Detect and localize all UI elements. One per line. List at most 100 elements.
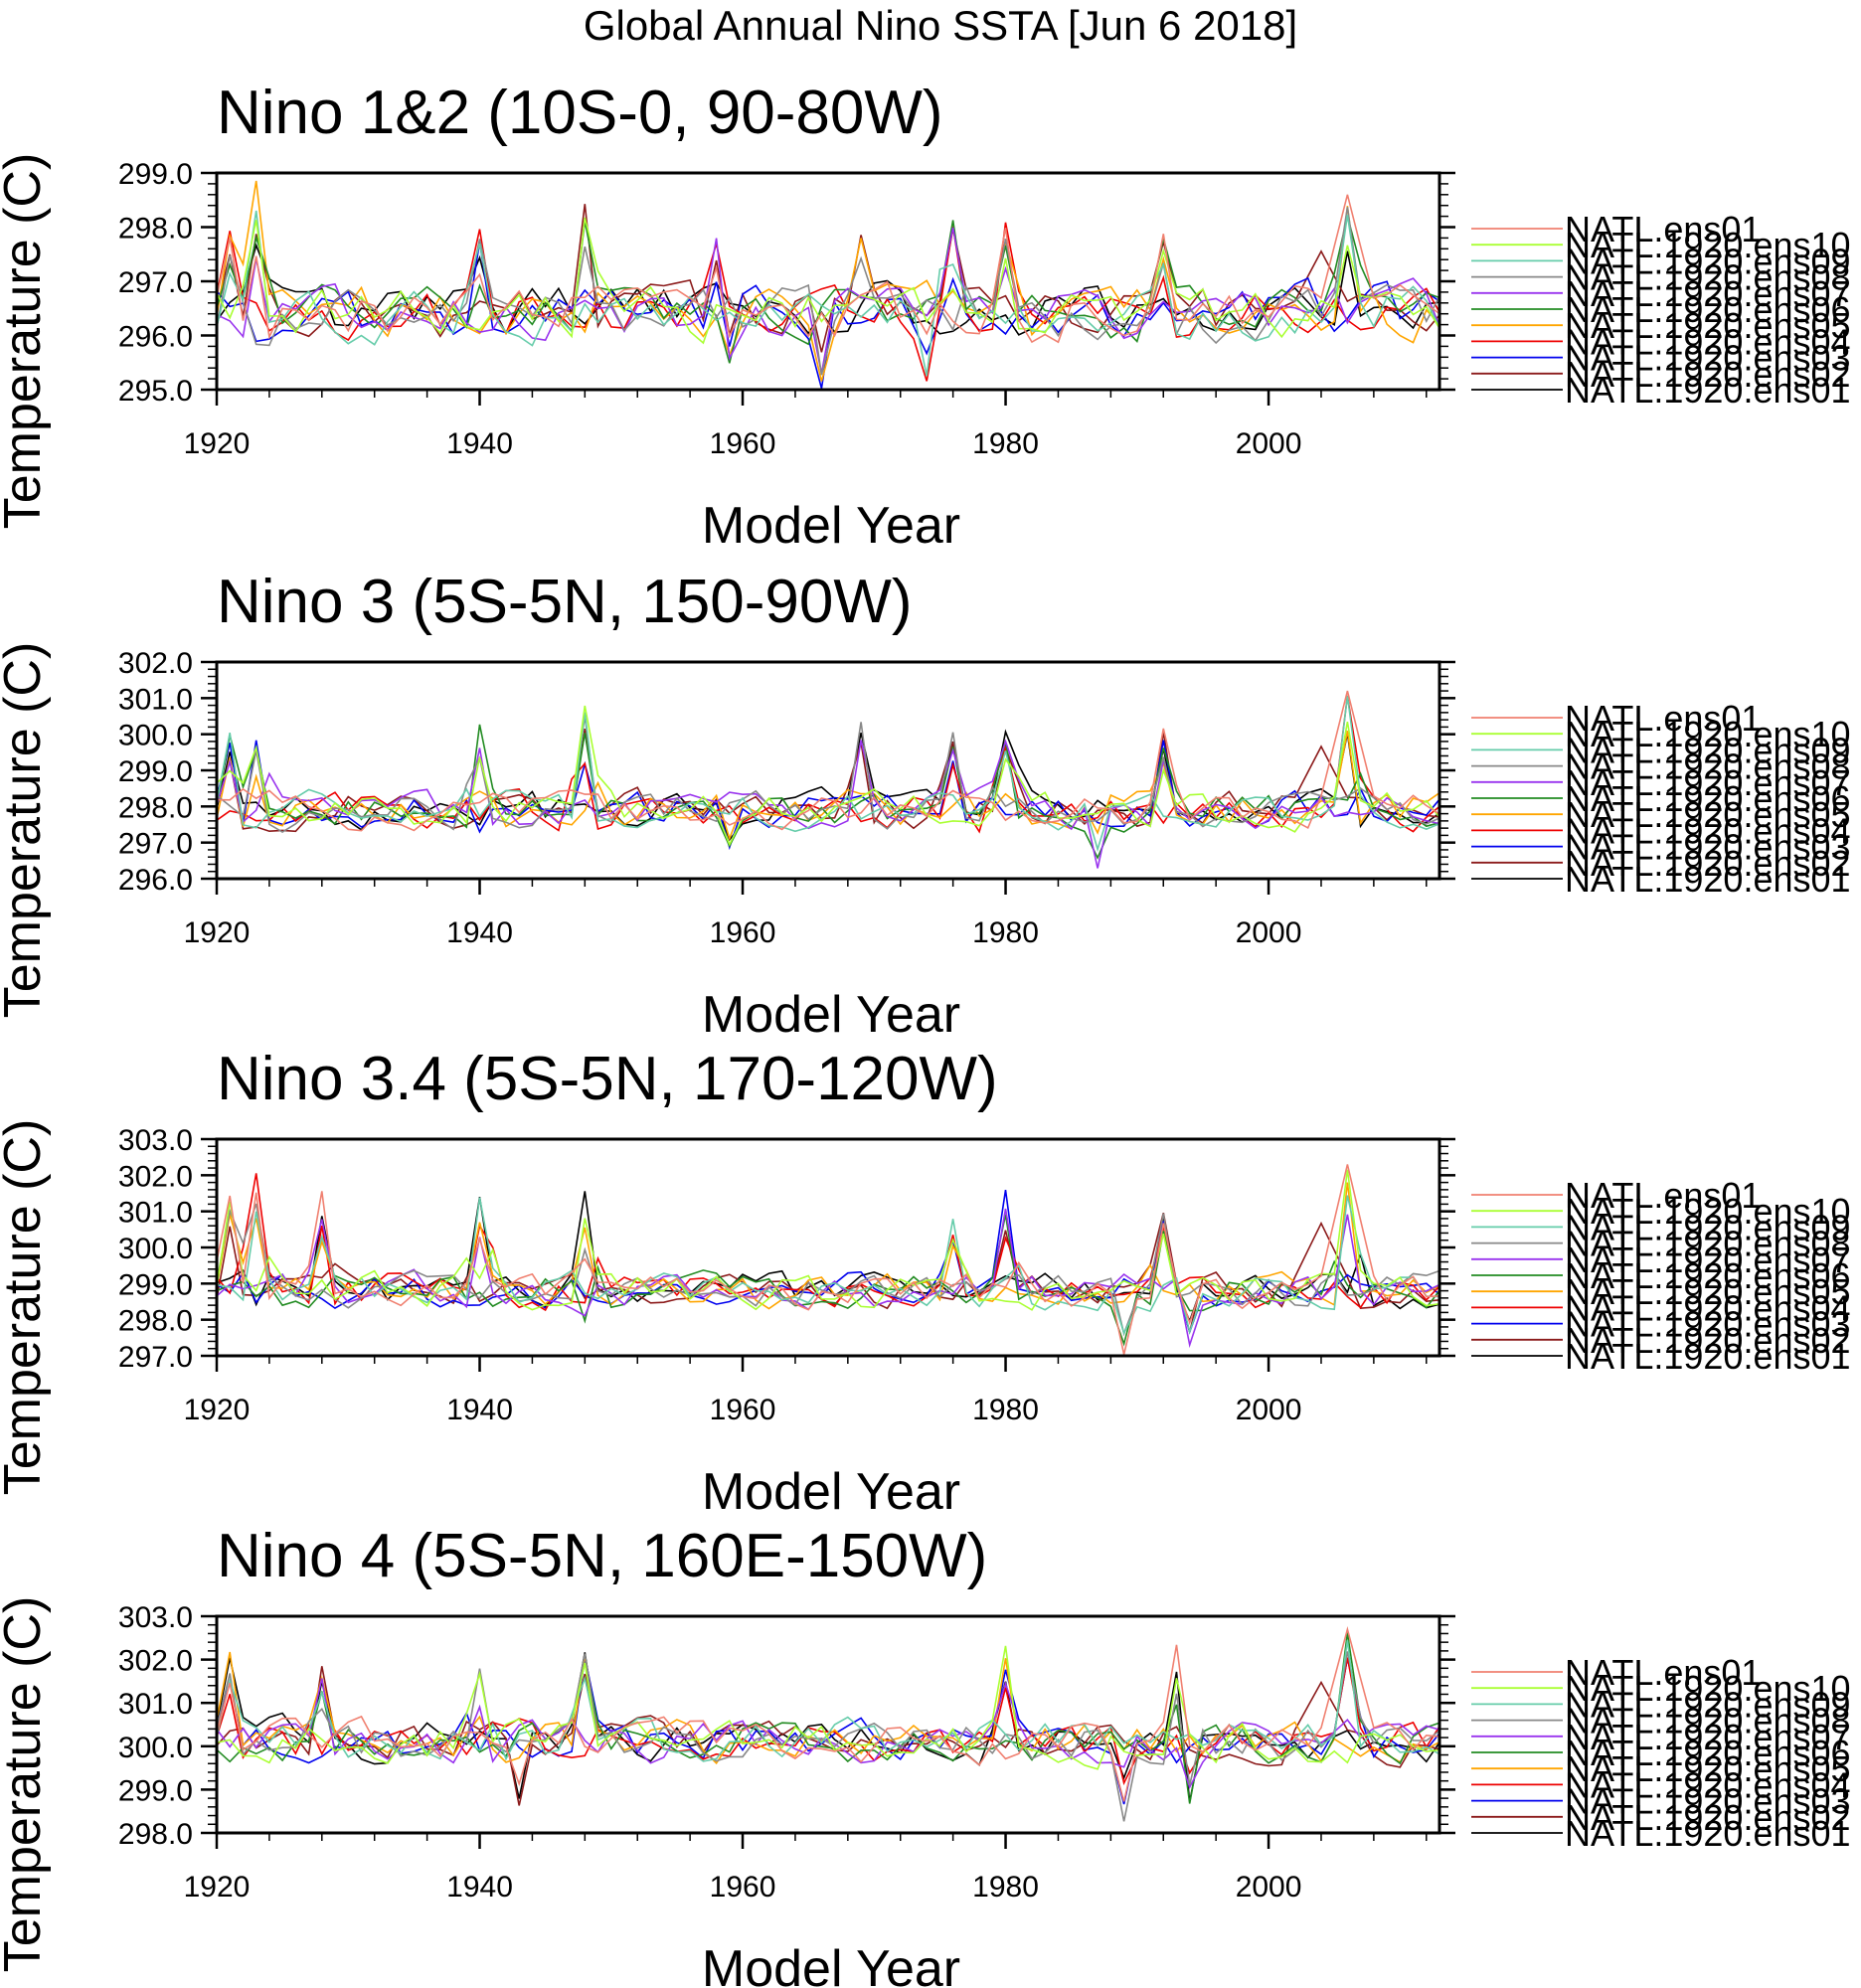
series-line-natl-1920-ens07 — [216, 1678, 1440, 1790]
chart-panel-1: Nino 1&2 (10S-0, 90-80W) 295.0 296.0 297.0 2… — [0, 79, 1851, 555]
series-line-natl-ens01 — [216, 1625, 1440, 1802]
y-axis-label: Temperature (C) — [0, 1119, 52, 1496]
x-tick-label: 1980 — [972, 1394, 1039, 1426]
legend-label: NATL.1920.ens09 — [1565, 241, 1851, 281]
y-tick-label: 296.0 — [118, 321, 193, 354]
series-line-natl-1920-ens10 — [216, 1169, 1440, 1311]
legend-label: NATL.1920.ens07 — [1565, 1240, 1851, 1280]
series-line-natl-ens01 — [216, 690, 1440, 832]
x-tick-label: 1920 — [184, 427, 251, 460]
legend-label: NATL.1920.ens10 — [1565, 1191, 1851, 1232]
chart-title: Nino 1&2 (10S-0, 90-80W) — [217, 79, 943, 147]
x-tick-label: 1940 — [446, 427, 513, 460]
x-tick-label: 2000 — [1236, 1871, 1302, 1904]
chart-title: Nino 3.4 (5S-5N, 170-120W) — [217, 1045, 998, 1113]
chart-panels: Nino 1&2 (10S-0, 90-80W)295.0296.0297.02… — [0, 79, 1851, 1988]
legend-label: NATL.1920.ens03 — [1565, 1781, 1851, 1822]
legend-label: NATL.1920.ens09 — [1565, 1684, 1851, 1725]
x-axis-label: Model Year — [702, 497, 960, 555]
legend: NATL.ens01NATL.1920.ens10NATL.1920.ens09… — [1471, 698, 1851, 900]
legend-label: NATL.1920.ens04 — [1565, 810, 1851, 851]
chart-title: Nino 4 (5S-5N, 160E-150W) — [217, 1522, 987, 1590]
x-tick-label: 1960 — [710, 1394, 776, 1426]
series-line-natl-ens01 — [216, 194, 1440, 344]
x-tick-label: 1980 — [972, 1871, 1039, 1904]
x-tick-label: 1980 — [972, 916, 1039, 949]
y-tick-label: 301.0 — [118, 1688, 193, 1721]
legend-label: NATL.1920.ens01 — [1565, 1336, 1851, 1377]
y-tick-label: 298.0 — [118, 213, 193, 246]
legend-label: NATL.1920.ens05 — [1565, 1748, 1851, 1789]
legend: NATL.ens01NATL.1920.ens10NATL.1920.ens09… — [1471, 209, 1851, 411]
series-line-natl-1920-ens08 — [216, 716, 1440, 834]
series-line-natl-ens01 — [216, 1164, 1440, 1355]
y-tick-label: 295.0 — [118, 375, 193, 408]
y-tick-label: 303.0 — [118, 1601, 193, 1634]
legend-label: NATL.1920.ens08 — [1565, 1224, 1851, 1264]
x-axis-label: Model Year — [702, 1463, 960, 1521]
x-tick-label: 1940 — [446, 1394, 513, 1426]
series-line-natl-1920-ens05 — [216, 731, 1440, 841]
y-tick-label: 303.0 — [118, 1124, 193, 1157]
legend-label: NATL.ens01 — [1565, 1652, 1761, 1693]
y-tick-label: 299.0 — [118, 1774, 193, 1807]
legend-label: NATL.1920.ens04 — [1565, 1764, 1851, 1805]
legend-label: NATL.1920.ens06 — [1565, 778, 1851, 819]
y-tick-label: 299.0 — [118, 158, 193, 191]
legend-label: NATL.1920.ens03 — [1565, 1304, 1851, 1345]
chart-panel-4: Nino 4 (5S-5N, 160E-150W) 298.0 299.0 300.0… — [0, 1522, 1851, 1988]
legend-label: NATL.1920.ens07 — [1565, 273, 1851, 314]
x-tick-label: 1960 — [710, 916, 776, 949]
chart-title: Nino 3 (5S-5N, 150-90W) — [217, 568, 913, 636]
legend-label: NATL.1920.ens09 — [1565, 1207, 1851, 1247]
series-group — [216, 1164, 1440, 1355]
legend: NATL.ens01NATL.1920.ens10NATL.1920.ens09… — [1471, 1652, 1851, 1854]
legend-label: NATL.1920.ens06 — [1565, 1733, 1851, 1773]
x-tick-label: 1960 — [710, 427, 776, 460]
legend-label: NATL.1920.ens01 — [1565, 859, 1851, 900]
x-tick-label: 1940 — [446, 916, 513, 949]
x-tick-label: 1920 — [184, 1394, 251, 1426]
y-tick-label: 299.0 — [118, 1268, 193, 1301]
legend-label: NATL.1920.ens10 — [1565, 1668, 1851, 1709]
legend-label: NATL.1920.ens08 — [1565, 257, 1851, 298]
y-tick-label: 302.0 — [118, 1160, 193, 1193]
x-tick-label: 1920 — [184, 1871, 251, 1904]
series-line-natl-1920-ens02 — [216, 728, 1440, 833]
y-tick-label: 297.0 — [118, 828, 193, 861]
series-line-natl-1920-ens02 — [216, 1666, 1440, 1806]
legend: NATL.ens01NATL.1920.ens10NATL.1920.ens09… — [1471, 1175, 1851, 1377]
x-tick-label: 2000 — [1236, 916, 1302, 949]
y-axis-label: Temperature (C) — [0, 642, 52, 1019]
x-axis-label: Model Year — [702, 1940, 960, 1988]
legend-label: NATL.1920.ens01 — [1565, 370, 1851, 411]
series-line-natl-1920-ens06 — [216, 1214, 1440, 1347]
legend-label: NATL.1920.ens07 — [1565, 1717, 1851, 1757]
series-line-natl-1920-ens08 — [216, 207, 1440, 376]
figure-title: Global Annual Nino SSTA [Jun 6 2018] — [584, 2, 1297, 49]
series-line-natl-1920-ens07 — [216, 739, 1440, 869]
legend-label: NATL.1920.ens03 — [1565, 827, 1851, 868]
legend-label: NATL.1920.ens02 — [1565, 1320, 1851, 1361]
y-axis-label: Temperature (C) — [0, 153, 52, 530]
legend-label: NATL.1920.ens06 — [1565, 289, 1851, 330]
series-line-natl-1920-ens08 — [216, 1651, 1440, 1822]
legend-label: NATL.1920.ens09 — [1565, 730, 1851, 770]
y-tick-label: 298.0 — [118, 1305, 193, 1338]
legend-label: NATL.1920.ens04 — [1565, 321, 1851, 362]
y-tick-label: 296.0 — [118, 864, 193, 897]
series-line-natl-1920-ens10 — [216, 705, 1440, 847]
legend-label: NATL.1920.ens07 — [1565, 762, 1851, 803]
legend-label: NATL.ens01 — [1565, 1175, 1761, 1216]
legend-label: NATL.1920.ens10 — [1565, 225, 1851, 265]
y-tick-label: 302.0 — [118, 647, 193, 680]
x-tick-label: 1960 — [710, 1871, 776, 1904]
legend-label: NATL.1920.ens02 — [1565, 354, 1851, 395]
series-line-natl-1920-ens09 — [216, 1195, 1440, 1336]
series-line-natl-1920-ens09 — [216, 210, 1440, 377]
y-axis-label: Temperature (C) — [0, 1596, 52, 1973]
